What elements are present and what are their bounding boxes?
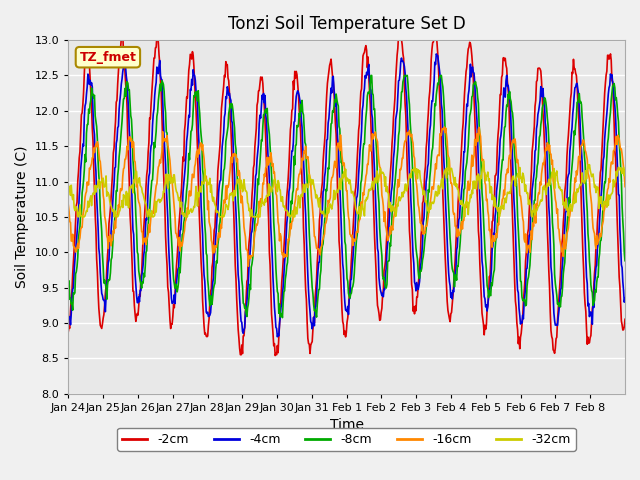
-16cm <box>244 264 252 269</box>
-32cm <box>436 185 444 191</box>
-32cm <box>75 214 83 220</box>
-16cm <box>621 184 629 190</box>
-16cm <box>65 203 72 208</box>
-4cm <box>260 91 268 96</box>
-8cm <box>260 112 268 118</box>
-32cm <box>260 203 268 208</box>
-32cm <box>282 207 289 213</box>
-4cm <box>433 51 440 57</box>
-4cm <box>282 251 289 256</box>
-4cm <box>437 83 445 89</box>
X-axis label: Time: Time <box>330 418 364 432</box>
-4cm <box>232 209 240 215</box>
Title: Tonzi Soil Temperature Set D: Tonzi Soil Temperature Set D <box>228 15 465 33</box>
-16cm <box>436 131 444 137</box>
-2cm <box>621 316 629 322</box>
-4cm <box>405 144 413 149</box>
-32cm <box>65 189 72 194</box>
-8cm <box>65 280 72 286</box>
-2cm <box>437 120 445 126</box>
-2cm <box>260 103 268 108</box>
-4cm <box>130 231 138 237</box>
-8cm <box>278 315 286 321</box>
-2cm <box>406 228 413 234</box>
-32cm <box>445 155 452 161</box>
Line: -2cm: -2cm <box>68 33 625 356</box>
-4cm <box>65 312 72 318</box>
-16cm <box>282 253 289 259</box>
-8cm <box>437 72 445 78</box>
Line: -32cm: -32cm <box>68 158 625 217</box>
-2cm <box>282 206 290 212</box>
-2cm <box>131 303 138 309</box>
-32cm <box>233 181 241 187</box>
-32cm <box>405 176 413 182</box>
-8cm <box>621 258 629 264</box>
-2cm <box>271 353 279 359</box>
-4cm <box>273 334 281 340</box>
-2cm <box>65 328 72 334</box>
-16cm <box>260 171 268 177</box>
-16cm <box>405 130 413 135</box>
-2cm <box>119 30 127 36</box>
-32cm <box>131 180 138 185</box>
-16cm <box>232 152 240 157</box>
-16cm <box>130 140 138 145</box>
Text: TZ_fmet: TZ_fmet <box>79 51 136 64</box>
Line: -4cm: -4cm <box>68 54 625 337</box>
-8cm <box>282 276 289 282</box>
-16cm <box>440 124 448 130</box>
Legend: -2cm, -4cm, -8cm, -16cm, -32cm: -2cm, -4cm, -8cm, -16cm, -32cm <box>118 428 576 451</box>
-8cm <box>130 168 138 173</box>
Line: -8cm: -8cm <box>68 75 625 318</box>
-8cm <box>406 102 413 108</box>
-4cm <box>621 295 629 301</box>
Y-axis label: Soil Temperature (C): Soil Temperature (C) <box>15 145 29 288</box>
-32cm <box>621 167 629 173</box>
Line: -16cm: -16cm <box>68 127 625 266</box>
-8cm <box>232 146 240 152</box>
-8cm <box>367 72 375 78</box>
-2cm <box>233 297 241 302</box>
